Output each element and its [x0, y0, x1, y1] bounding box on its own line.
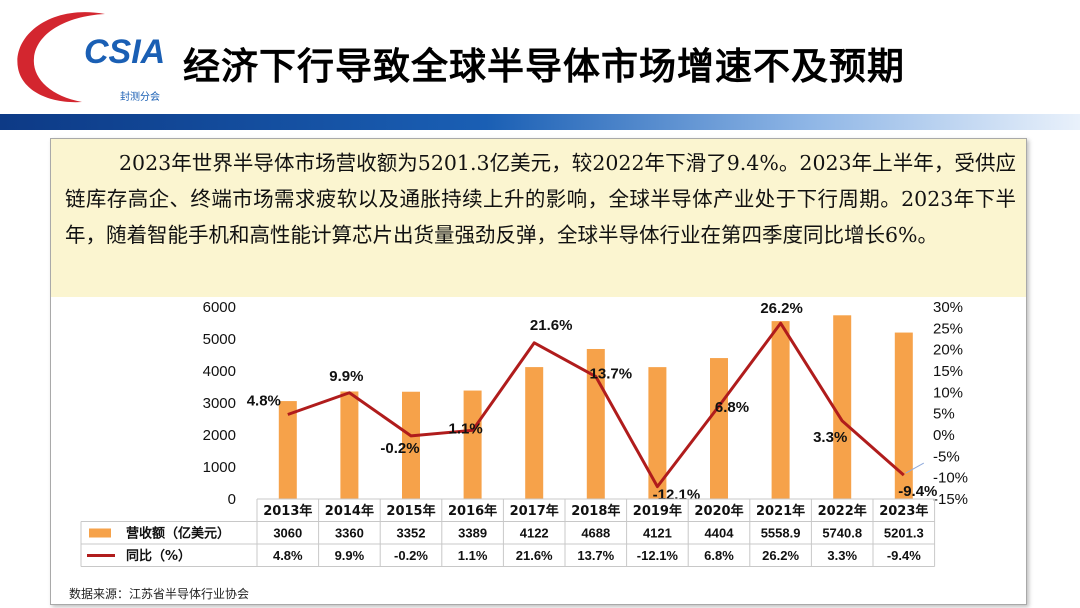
x-tick-label: 2014年 — [325, 503, 374, 519]
table-cell: 4121 — [643, 526, 672, 541]
right-tick-label: -10% — [933, 470, 968, 487]
yoy-point-label: 3.3% — [813, 429, 847, 446]
table-cell: 4122 — [520, 526, 549, 541]
revenue-growth-chart: 0 1000 2000 3000 4000 5000 6000 -15% -10% -5% 0% 5… — [80, 299, 968, 567]
left-tick-label: 6000 — [203, 299, 236, 316]
table-cell: 4688 — [581, 526, 610, 541]
table-cell: 3352 — [397, 526, 426, 541]
left-tick-label: 5000 — [203, 331, 236, 348]
right-tick-label: 5% — [933, 406, 955, 423]
yoy-point-label: 6.8% — [715, 399, 749, 416]
x-tick-label: 2017年 — [510, 503, 559, 519]
line-point-labels: 4.8% 9.9% -0.2% 1.1% 21.6% 13.7% -12.1% 6.8% 26.… — [247, 300, 938, 503]
label-leader-line — [905, 462, 925, 474]
table-cell: 26.2% — [762, 548, 799, 563]
x-tick-label: 2022年 — [818, 503, 867, 519]
yoy-point-label: 9.9% — [329, 368, 363, 385]
logo-swoosh — [17, 12, 105, 103]
summary-text: 2023年世界半导体市场营收额为5201.3亿美元，较2022年下滑了9.4%。… — [65, 151, 1016, 247]
legend-label: 营收额（亿美元） — [126, 526, 230, 542]
right-tick-label: 0% — [933, 427, 955, 444]
bar-2013年 — [278, 401, 297, 499]
left-tick-label: 4000 — [203, 363, 236, 380]
left-tick-label: 1000 — [203, 459, 236, 476]
right-tick-label: -15% — [933, 491, 968, 508]
yoy-point-label: 21.6% — [530, 317, 573, 334]
table-cell: 4404 — [705, 526, 735, 541]
x-tick-label: 2019年 — [633, 503, 682, 519]
bar-2022年 — [833, 315, 852, 499]
page-title: 经济下行导致全球半导体市场增速不及预期 — [183, 45, 905, 88]
bar-2023年 — [894, 332, 913, 499]
table-cell: -12.1% — [637, 548, 679, 563]
table-cell: 4.8% — [273, 548, 303, 563]
table-cell: 3360 — [335, 526, 364, 541]
right-tick-label: -5% — [933, 448, 960, 465]
bar-2015年 — [402, 391, 420, 499]
left-axis: 0 1000 2000 3000 4000 5000 6000 — [203, 299, 236, 508]
legend-swatch-bar — [89, 528, 111, 538]
summary-paragraph: 2023年世界半导体市场营收额为5201.3亿美元，较2022年下滑了9.4%。… — [65, 145, 1016, 253]
table-cell: 3.3% — [827, 548, 857, 563]
right-tick-label: 10% — [933, 384, 963, 401]
summary-box: 2023年世界半导体市场营收额为5201.3亿美元，较2022年下滑了9.4%。… — [51, 139, 1026, 297]
yoy-point-label: 13.7% — [590, 366, 633, 383]
right-tick-label: 25% — [933, 320, 963, 337]
x-tick-label: 2015年 — [386, 503, 435, 519]
left-tick-label: 3000 — [203, 395, 236, 412]
left-tick-label: 2000 — [203, 427, 236, 444]
x-tick-label: 2023年 — [879, 503, 928, 519]
right-tick-label: 15% — [933, 363, 963, 380]
data-table: 2013年 2014年 2015年 2016年 2017年 2018年 2019年 2020年… — [80, 498, 936, 567]
table-cell: 1.1% — [458, 548, 488, 563]
table-cell: -0.2% — [394, 548, 428, 563]
content-card: 2023年世界半导体市场营收额为5201.3亿美元，较2022年下滑了9.4%。… — [50, 138, 1027, 605]
bar-2016年 — [463, 390, 482, 499]
yoy-point-label: 1.1% — [448, 420, 482, 437]
bar-2021年 — [771, 321, 790, 499]
yoy-point-label: 4.8% — [247, 393, 281, 410]
yoy-point-label: -9.4% — [898, 483, 937, 500]
bar-2017年 — [525, 367, 544, 499]
table-cell: 9.9% — [335, 548, 365, 563]
legend-label: 同比（%） — [126, 548, 191, 564]
table-cell: 3060 — [273, 526, 302, 541]
bar-series-revenue — [278, 315, 913, 499]
x-tick-label: 2021年 — [756, 503, 805, 519]
x-tick-label: 2018年 — [571, 503, 620, 519]
table-cell: 5558.9 — [761, 526, 801, 541]
yoy-point-label: -12.1% — [653, 487, 701, 504]
table-cell: 3389 — [458, 526, 487, 541]
table-cell: 13.7% — [577, 548, 614, 563]
right-tick-label: 30% — [933, 299, 963, 316]
header-divider-bar — [0, 114, 1080, 130]
table-cell: -9.4% — [887, 548, 921, 563]
logo-subtext: 封测分会 — [120, 90, 160, 103]
x-tick-label: 2020年 — [694, 503, 743, 519]
bar-2020年 — [710, 358, 728, 499]
table-cell: 5740.8 — [822, 526, 862, 541]
data-source-note: 数据来源：江苏省半导体行业协会 — [69, 587, 250, 601]
yoy-line — [287, 321, 905, 489]
yoy-point-label: -0.2% — [380, 440, 419, 457]
x-tick-label: 2013年 — [263, 503, 312, 519]
yoy-point-label: 26.2% — [760, 300, 803, 317]
csia-logo: CSIA 封测分会 — [17, 12, 165, 103]
table-cell: 6.8% — [704, 548, 734, 563]
table-cell: 5201.3 — [884, 526, 924, 541]
right-tick-label: 20% — [933, 342, 963, 359]
left-tick-label: 0 — [228, 491, 236, 508]
bar-2019年 — [648, 367, 667, 499]
line-series-yoy — [287, 321, 925, 489]
logo-text: CSIA — [84, 33, 165, 71]
table-cell: 21.6% — [516, 548, 553, 563]
bar-2014年 — [340, 391, 359, 499]
x-tick-label: 2016年 — [448, 503, 497, 519]
right-axis: -15% -10% -5% 0% 5% 10% 15% 20% 25% 30% — [933, 299, 968, 508]
